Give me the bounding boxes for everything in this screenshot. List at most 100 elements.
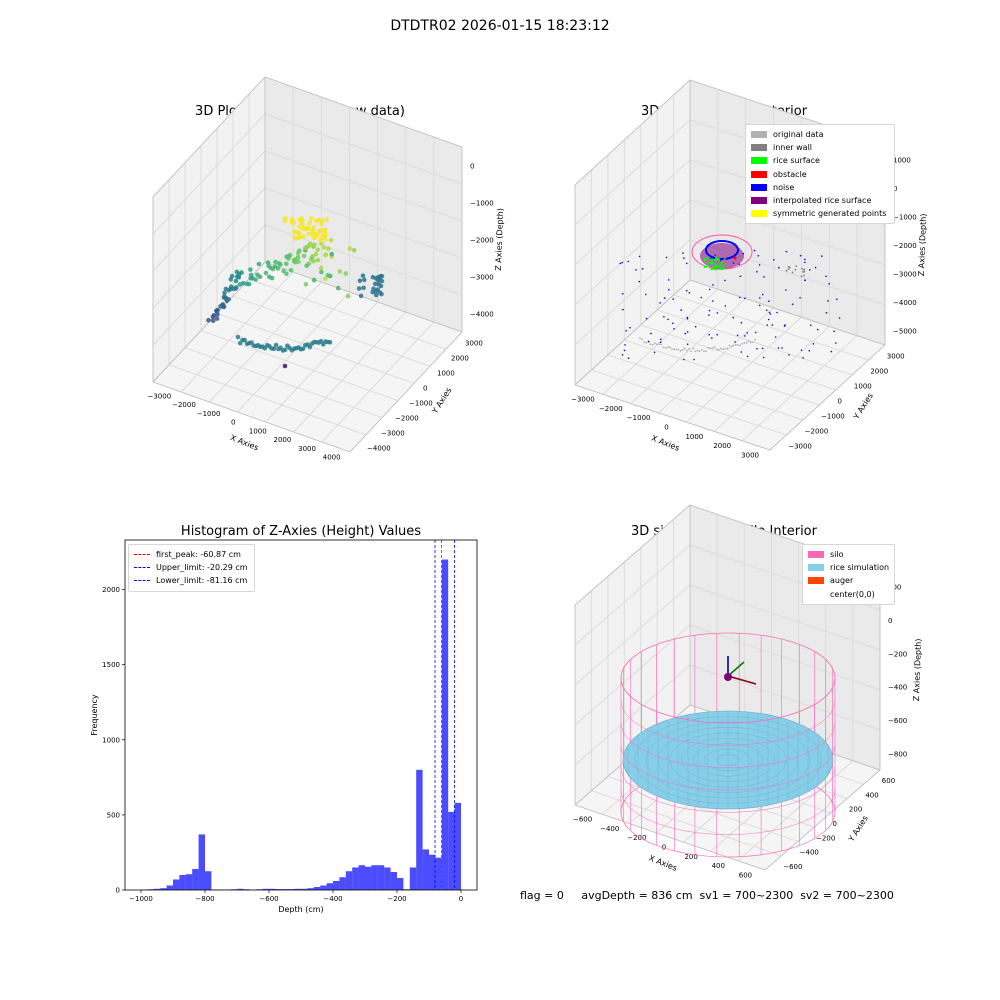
raw-point: [242, 337, 247, 343]
legend-label: rice simulation: [830, 563, 890, 573]
histogram-bar: [307, 888, 314, 890]
legend-swatch: [808, 591, 824, 598]
noise-point: [740, 321, 743, 324]
noise-point: [809, 324, 812, 327]
raw-point: [312, 277, 317, 283]
sim-pane-edge: [574, 804, 766, 871]
histogram-frame: [124, 539, 478, 891]
original-data-point: [668, 346, 671, 349]
x-direction-arrow: [727, 675, 757, 685]
raw-point: [371, 286, 376, 292]
noise-point: [808, 349, 811, 352]
histogram-bar: [339, 877, 346, 890]
raw-point: [256, 261, 262, 267]
raw-point: [278, 262, 283, 267]
original-data-point: [654, 342, 656, 345]
cls-x-tick-label: −2000: [599, 405, 623, 413]
rice-surface-point: [707, 264, 710, 267]
raw-point: [326, 246, 331, 251]
raw-point: [255, 272, 260, 278]
sim-grid-line: [689, 624, 881, 691]
sim-grid-line: [689, 664, 881, 731]
legend-label: first_peak: -60.87 cm: [156, 550, 241, 560]
noise-point: [768, 311, 771, 314]
original-data-point: [656, 343, 658, 346]
raw-point: [311, 259, 316, 264]
histogram-bar: [275, 889, 282, 890]
noise-point: [708, 309, 711, 312]
noise-point: [740, 351, 743, 353]
cls-z-tick-label: −4000: [893, 299, 917, 307]
noise-point: [757, 255, 759, 257]
raw-point: [361, 285, 366, 291]
raw-y-tick-label: 3000: [465, 340, 483, 348]
inner-wall-point: [795, 265, 798, 267]
noise-point: [814, 266, 817, 269]
sim-x-tick-label: 600: [739, 871, 752, 879]
noise-point: [828, 282, 830, 285]
raw-point: [335, 285, 341, 291]
rice-surface-point: [719, 267, 722, 269]
rice-surface-point: [706, 263, 709, 266]
original-data-point: [745, 341, 748, 344]
histogram-bar: [435, 857, 442, 890]
rice-surface-point: [706, 261, 709, 264]
cls-side-pane: [575, 80, 690, 385]
noise-point: [758, 264, 761, 266]
noise-point: [766, 324, 769, 326]
noise-point: [773, 259, 775, 261]
raw-point: [356, 286, 362, 291]
noise-point: [784, 324, 786, 326]
raw-point: [357, 278, 363, 284]
raw-point: [305, 225, 310, 230]
cls-y-tick-label: 1000: [854, 383, 872, 391]
noise-point: [744, 297, 746, 300]
cls-z-tick-label: −2000: [893, 242, 917, 250]
original-data-point: [690, 350, 692, 353]
histogram-bar: [160, 888, 167, 890]
cls-floor-pane: [575, 280, 885, 450]
cls-z-tick-label: −1000: [893, 213, 917, 221]
raw-point: [323, 252, 328, 258]
original-data-point: [732, 344, 735, 347]
center-marker: [724, 673, 732, 681]
noise-point: [756, 271, 758, 273]
cls-y-tick-label: 2000: [870, 368, 888, 376]
legend-label: noise: [773, 182, 795, 192]
cls-pane-edge: [574, 279, 691, 386]
raw-point: [295, 236, 301, 241]
sim-x-tick-label: 200: [684, 853, 697, 861]
noise-point: [816, 328, 819, 331]
raw-pane-edge: [152, 76, 266, 198]
noise-point: [761, 347, 764, 350]
raw-point: [321, 245, 327, 250]
raw-point: [220, 302, 225, 307]
original-data-point: [703, 350, 705, 352]
raw-point: [248, 267, 253, 272]
noise-point: [673, 328, 675, 330]
noise-point: [754, 331, 757, 334]
histogram-bar: [269, 888, 276, 890]
noise-point: [711, 300, 714, 302]
raw-x-tick-label: 0: [231, 419, 235, 427]
inner-wall-point: [803, 271, 805, 273]
raw-point: [282, 363, 288, 369]
raw-point: [222, 290, 227, 296]
legend-swatch: [751, 183, 767, 191]
raw-x-tick-label: 1000: [249, 427, 267, 435]
raw-point: [301, 226, 306, 231]
raw-point: [239, 270, 244, 275]
noise-point: [825, 312, 828, 314]
sim-grid-line: [689, 584, 881, 651]
classify-legend-entry: inner wall: [751, 141, 889, 154]
raw-back-pane: [265, 77, 462, 332]
raw-point: [269, 275, 275, 281]
raw-point: [351, 247, 357, 253]
rice-surface-point: [709, 258, 711, 261]
original-data-point: [677, 348, 680, 351]
noise-point: [688, 292, 691, 294]
cls-y-tick-label: −1000: [821, 413, 845, 421]
original-data-point: [675, 348, 678, 351]
histogram-bar: [390, 871, 397, 890]
sim-x-tick-label: −600: [573, 816, 592, 824]
